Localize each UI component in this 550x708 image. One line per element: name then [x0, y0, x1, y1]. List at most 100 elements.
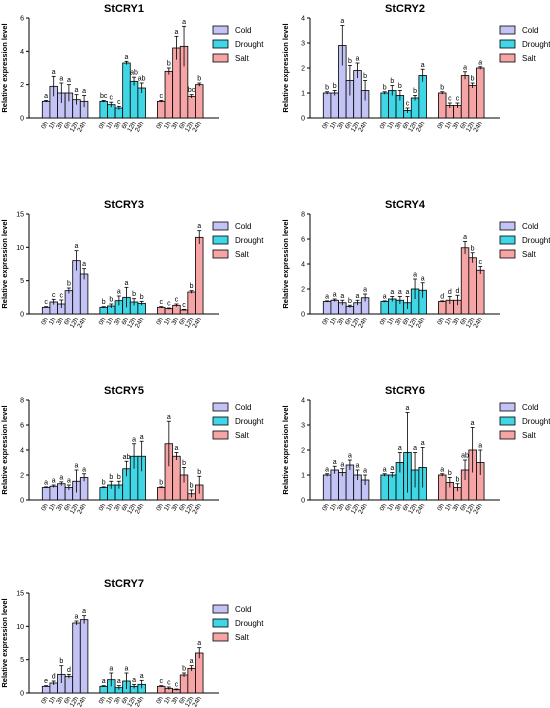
significance-letter: b: [109, 297, 113, 304]
x-tick-label: 12h: [69, 502, 81, 515]
x-tick-label: 6h: [402, 120, 412, 130]
x-tick-label: 3h: [170, 316, 180, 326]
significance-letter: b: [348, 58, 352, 65]
legend-label-salt: Salt: [522, 54, 537, 63]
x-tick-label: 0h: [40, 695, 50, 705]
x-tick-label: 0h: [436, 120, 446, 130]
legend-swatch-drought: [212, 39, 229, 49]
bar-salt-3h: [172, 455, 181, 501]
chart-title: StCRY2: [385, 3, 425, 15]
bar-drought-0h: [380, 474, 389, 501]
legend-swatch-drought: [212, 618, 229, 628]
significance-letter: ab: [130, 70, 138, 77]
legend-label-salt: Salt: [522, 431, 537, 440]
x-tick-label: 12h: [126, 502, 138, 515]
significance-letter: a: [333, 292, 337, 299]
significance-letter: d: [448, 289, 452, 296]
x-tick-label: 0h: [40, 316, 50, 326]
significance-letter: a: [406, 289, 410, 296]
significance-letter: b: [67, 281, 71, 288]
x-tick-label: 24h: [415, 316, 427, 329]
x-tick-label: 3h: [113, 695, 123, 705]
bar-drought-0h: [99, 100, 108, 119]
y-tick-label: 10: [16, 624, 24, 631]
significance-letter: a: [109, 666, 113, 673]
significance-letter: b: [398, 83, 402, 90]
y-tick-label: 3: [301, 423, 305, 430]
bar-salt-6h: [460, 75, 470, 119]
significance-letter: b: [197, 76, 201, 83]
y-tick-label: 0: [20, 498, 24, 505]
significance-letter: a: [398, 445, 402, 452]
significance-letter: ab: [461, 453, 469, 460]
x-tick-label: 24h: [415, 120, 427, 133]
bar-cold-0h: [322, 301, 332, 315]
bar-drought-1h: [388, 474, 397, 501]
significance-letter: a: [363, 468, 367, 475]
x-tick-label: 1h: [329, 316, 339, 326]
significance-letter: a: [125, 666, 129, 673]
significance-letter: a: [325, 293, 329, 300]
x-tick-label: 0h: [436, 316, 446, 326]
x-tick-label: 12h: [465, 316, 477, 329]
x-tick-label: 1h: [48, 120, 58, 130]
x-tick-label: 24h: [134, 695, 146, 708]
x-tick-label: 1h: [386, 120, 396, 130]
significance-letter: b: [471, 76, 475, 83]
y-tick-label: 4: [301, 16, 305, 23]
significance-letter: a: [340, 293, 344, 300]
bar-salt-24h: [195, 652, 204, 694]
significance-letter: c: [478, 259, 482, 266]
legend-label-cold: Cold: [235, 403, 251, 412]
x-tick-label: 0h: [379, 120, 389, 130]
significance-letter: c: [52, 292, 56, 299]
bar-cold-0h: [41, 685, 51, 694]
legend-label-drought: Drought: [235, 619, 264, 628]
x-tick-label: 12h: [184, 120, 196, 133]
legend-swatch-drought: [499, 416, 516, 426]
bar-cold-1h: [49, 485, 58, 501]
y-tick-label: 6: [301, 237, 305, 244]
x-tick-label: 24h: [134, 120, 146, 133]
significance-letter: a: [59, 76, 63, 83]
x-tick-label: 24h: [191, 316, 203, 329]
significance-letter: b: [363, 73, 367, 80]
significance-letter: bc: [188, 87, 196, 94]
significance-letter: b: [59, 658, 63, 665]
y-tick-label: 1: [301, 91, 305, 98]
x-tick-label: 3h: [113, 502, 123, 512]
x-tick-label: 12h: [184, 502, 196, 515]
legend-swatch-salt: [212, 430, 229, 440]
y-tick-label: 2: [301, 66, 305, 73]
x-tick-label: 24h: [357, 120, 369, 133]
significance-letter: b: [197, 469, 201, 476]
x-tick-label: 12h: [126, 695, 138, 708]
y-tick-label: 8: [301, 212, 305, 219]
y-axis-label: Relative expression level: [0, 219, 9, 308]
significance-letter: a: [421, 440, 425, 447]
significance-letter: c: [159, 299, 163, 306]
legend-swatch-salt: [499, 249, 516, 259]
x-tick-label: 3h: [451, 120, 461, 130]
legend-swatch-cold: [212, 25, 229, 35]
significance-letter: b: [182, 460, 186, 467]
x-tick-label: 0h: [436, 502, 446, 512]
significance-letter: a: [340, 461, 344, 468]
y-tick-label: 4: [301, 262, 305, 269]
significance-letter: b: [383, 84, 387, 91]
significance-letter: a: [363, 287, 367, 294]
significance-letter: a: [197, 640, 201, 647]
y-tick-label: 5: [20, 657, 24, 664]
x-tick-label: 0h: [379, 502, 389, 512]
x-tick-label: 1h: [48, 502, 58, 512]
x-tick-label: 3h: [336, 502, 346, 512]
significance-letter: ab: [123, 454, 131, 461]
significance-letter: a: [463, 234, 467, 241]
significance-letter: a: [75, 87, 79, 94]
significance-letter: a: [356, 293, 360, 300]
x-tick-label: 12h: [126, 120, 138, 133]
x-tick-label: 3h: [113, 316, 123, 326]
bar-drought-12h: [129, 80, 139, 119]
x-tick-label: 1h: [386, 316, 396, 326]
